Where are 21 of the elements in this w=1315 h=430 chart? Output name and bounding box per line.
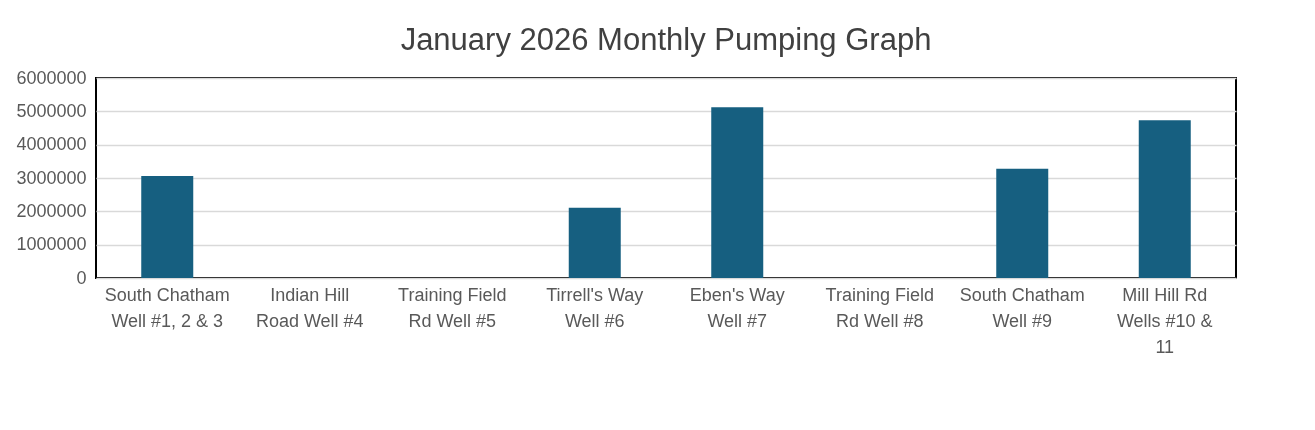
x-tick-label: South Chatham Well #9: [959, 284, 1085, 331]
y-tick-label: 1000000: [16, 234, 87, 255]
x-tick-label: Mill Hill Rd Wells #10 & 11: [1116, 284, 1213, 357]
x-tick-label: Eben's Way Well #7: [689, 284, 785, 331]
x-tick-label: Training Field Rd Well #8: [825, 284, 934, 331]
y-tick-label: 0: [76, 267, 87, 288]
bar: [141, 176, 194, 278]
y-tick-label: 6000000: [16, 67, 87, 88]
bar: [568, 207, 621, 278]
bar: [996, 168, 1049, 278]
y-tick-label: 5000000: [16, 100, 87, 121]
chart-title: January 2026 Monthly Pumping Graph: [400, 22, 932, 57]
y-tick-label: 4000000: [16, 134, 87, 155]
x-tick-label: South Chatham Well #1, 2 & 3: [104, 284, 230, 331]
y-tick-label: 2000000: [16, 200, 87, 221]
bar: [711, 107, 764, 278]
x-tick-label: Tirrell's Way Well #6: [546, 284, 644, 331]
y-tick-label: 3000000: [16, 167, 87, 188]
x-tick-label: Indian Hill Road Well #4: [255, 284, 364, 331]
x-tick-label: Training Field Rd Well #5: [398, 284, 507, 331]
bar: [1138, 120, 1191, 278]
